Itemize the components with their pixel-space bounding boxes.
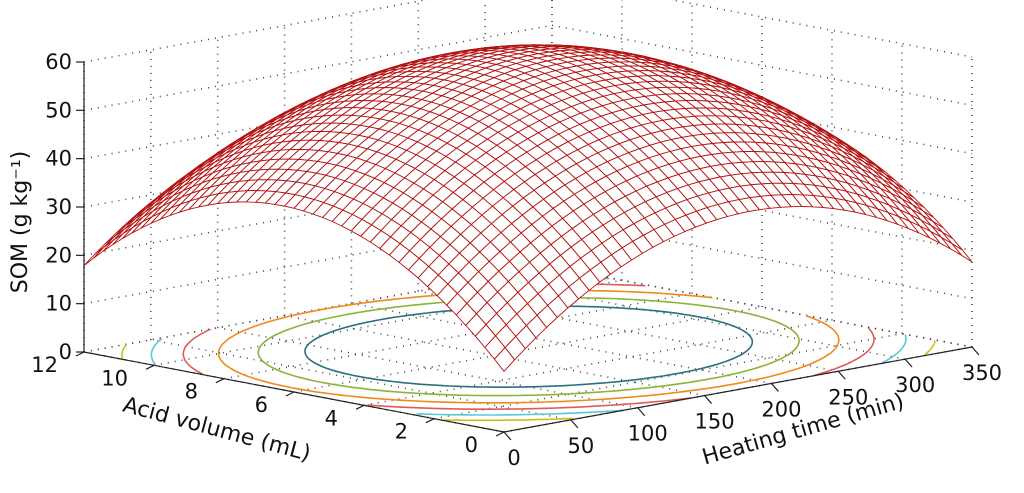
z-tick-label: 10 [45, 292, 72, 316]
x-tick-label: 50 [567, 434, 594, 458]
grid-line [668, 0, 973, 58]
x-tick-label: 100 [628, 422, 668, 446]
x-tick-mark [570, 419, 579, 429]
x-tick-mark [770, 383, 779, 392]
x-tick-mark [971, 346, 980, 356]
x-tick-label: 250 [828, 385, 868, 409]
x-tick-mark [837, 370, 846, 380]
y-tick-mark [75, 351, 85, 357]
x-tick-mark [503, 431, 512, 441]
y-tick-label: 0 [465, 433, 478, 457]
y-tick-label: 6 [255, 393, 268, 417]
z-axis-label: SOM (g kg⁻¹) [8, 151, 33, 294]
z-tick-label: 30 [45, 195, 72, 219]
surface-cell [493, 346, 516, 373]
y-tick-mark [425, 418, 435, 424]
y-tick-label: 2 [395, 420, 408, 444]
x-tick-label: 200 [761, 397, 801, 421]
surface-layer [83, 44, 973, 373]
x-tick-label: 300 [895, 373, 935, 397]
x-tick-label: 0 [507, 446, 520, 470]
y-axis-label: Acid volume (mL) [120, 393, 313, 467]
surface-cell [951, 243, 973, 263]
grid-line [217, 326, 638, 409]
grid-line [351, 302, 772, 385]
x-tick-label: 350 [962, 361, 1002, 385]
x-axis-line [503, 346, 973, 433]
z-tick-label: 40 [45, 147, 72, 171]
y-tick-mark [215, 378, 225, 384]
y-tick-label: 12 [31, 353, 58, 377]
y-tick-label: 8 [185, 380, 198, 404]
x-tick-label: 150 [695, 410, 735, 434]
z-tick-label: 50 [45, 98, 72, 122]
y-tick-mark [145, 364, 155, 370]
y-tick-mark [495, 431, 505, 437]
z-tick-label: 0 [59, 340, 72, 364]
y-tick-label: 10 [101, 366, 128, 390]
y-tick-label: 4 [325, 406, 338, 430]
x-tick-mark [637, 407, 646, 417]
x-tick-mark [904, 358, 913, 368]
z-tick-label: 20 [45, 243, 72, 267]
axes-layer: 0501001502002503003500246810120102030405… [31, 50, 1002, 470]
z-tick-label: 60 [45, 50, 72, 74]
y-tick-mark [285, 391, 295, 397]
x-tick-mark [704, 395, 713, 404]
y-tick-mark [355, 404, 365, 410]
